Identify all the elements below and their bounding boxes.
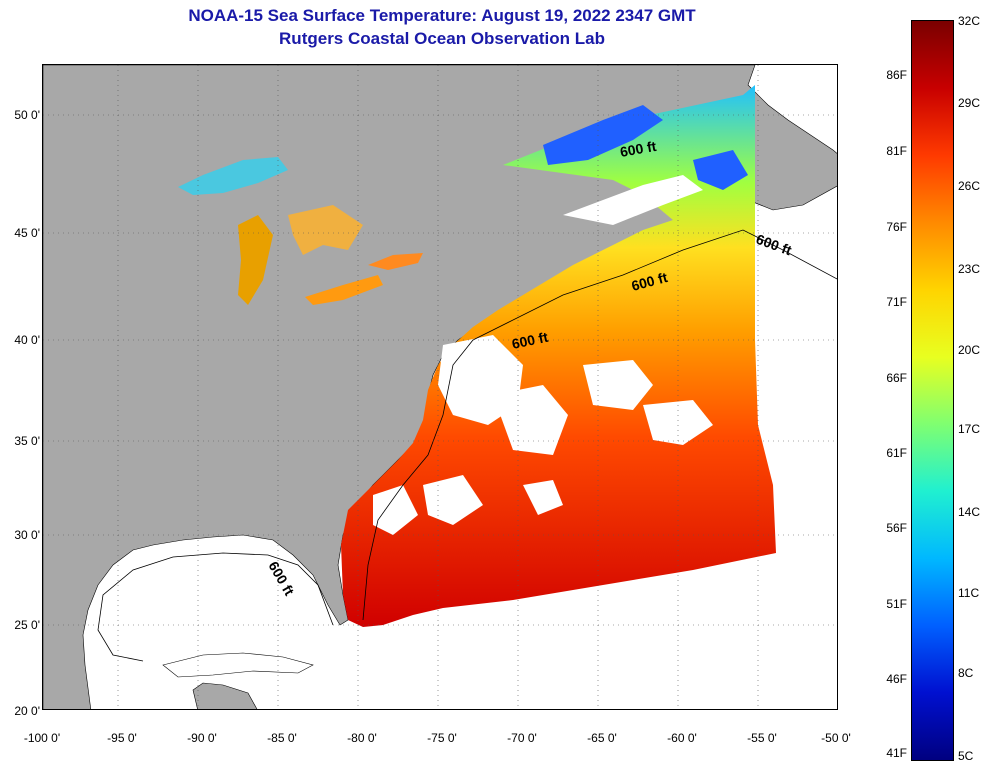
lake-superior [178,157,288,195]
map-subtitle: Rutgers Coastal Ocean Observation Lab [279,29,605,48]
lat-label-25: 25 0' [14,618,40,632]
colorbar-c-5: 5C [958,749,974,763]
lon-label-90: -90 0' [187,731,217,745]
colorbar-f-86: 86F [886,68,907,82]
cloud-cover [373,175,713,535]
sst-map-canvas: 600 ft 600 ft 600 ft 600 ft 600 ft [43,65,837,709]
lake-erie [305,275,383,305]
lat-label-50: 50 0' [14,108,40,122]
cold-water-patches [543,105,748,190]
temperature-colorbar [911,20,954,761]
colorbar-f-61: 61F [886,446,907,460]
colorbar-c-23: 23C [958,262,981,276]
lon-label-85: -85 0' [267,731,297,745]
contour-label-1: 600 ft [619,138,658,160]
lat-label-30: 30 0' [14,528,40,542]
colorbar-c-8: 8C [958,666,974,680]
colorbar-f-76: 76F [886,220,907,234]
colorbar-c-11: 11C [958,586,980,600]
colorbar-f-51: 51F [886,597,907,611]
lat-label-20: 20 0' [14,704,40,718]
colorbar-f-66: 66F [886,371,907,385]
lon-label-65: -65 0' [587,731,617,745]
land-yucatan [192,682,258,709]
contour-label-5: 600 ft [265,559,297,599]
sst-map: 600 ft 600 ft 600 ft 600 ft 600 ft [42,64,838,710]
map-title-block: NOAA-15 Sea Surface Temperature: August … [0,4,884,50]
colorbar-f-71: 71F [886,295,907,309]
colorbar-c-14: 14C [958,505,981,519]
lat-label-35: 35 0' [14,434,40,448]
colorbar-f-46: 46F [886,672,907,686]
map-title: NOAA-15 Sea Surface Temperature: August … [188,6,696,25]
lon-label-70: -70 0' [507,731,537,745]
colorbar-c-29: 29C [958,96,981,110]
lake-ontario [368,253,423,270]
colorbar-c-17: 17C [958,422,981,436]
colorbar-c-26: 26C [958,179,981,193]
lon-label-100: -100 0' [23,731,61,745]
lat-label-40: 40 0' [14,333,40,347]
colorbar-c-20: 20C [958,343,981,357]
contour-label-4: 600 ft [510,329,549,352]
contour-label-2: 600 ft [754,231,794,259]
lon-label-75: -75 0' [427,731,457,745]
lon-label-55: -55 0' [747,731,777,745]
lon-label-80: -80 0' [347,731,377,745]
gulf-600ft-contour [97,552,334,662]
land-cuba [162,652,314,678]
colorbar-f-56: 56F [886,521,907,535]
lon-label-50: -50 0' [821,731,851,745]
lon-label-60: -60 0' [667,731,697,745]
lat-label-45: 45 0' [14,226,40,240]
lake-huron [288,205,363,255]
lon-label-95: -95 0' [107,731,137,745]
colorbar-f-41: 41F [886,746,907,760]
colorbar-c-32: 32C [958,14,981,28]
colorbar-f-81: 81F [886,144,907,158]
lake-michigan [238,215,273,305]
